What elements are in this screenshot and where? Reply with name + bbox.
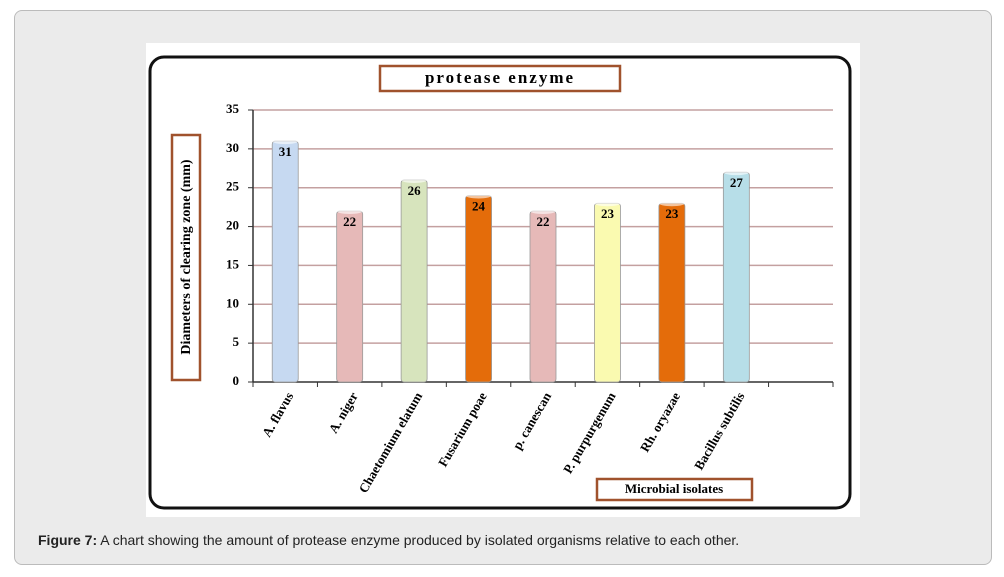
value-label: 23 (665, 206, 679, 221)
bar (594, 202, 621, 383)
bar (271, 140, 299, 383)
chart: protease enzyme Diameters of clearing zo… (146, 43, 860, 517)
bar-top (723, 169, 750, 176)
bar-top (465, 192, 492, 199)
y-tick-label: 30 (226, 140, 239, 155)
y-tick-label: 10 (226, 295, 239, 310)
bar-top (272, 138, 299, 145)
value-label: 26 (408, 183, 422, 198)
value-label: 31 (279, 144, 292, 159)
value-label: 22 (343, 214, 356, 229)
x-axis-label: Microbial isolates (625, 481, 723, 496)
bar (722, 171, 750, 383)
bar-top (594, 200, 621, 207)
bar-top (401, 176, 428, 183)
bar-top (530, 208, 556, 215)
y-tick-label: 5 (233, 334, 240, 349)
value-label: 27 (730, 175, 744, 190)
y-tick-label: 15 (226, 256, 240, 271)
bar (400, 179, 428, 383)
bar (465, 195, 492, 383)
bar (658, 202, 686, 383)
y-tick-label: 0 (233, 373, 240, 388)
chart-border (148, 55, 852, 510)
bar (529, 210, 557, 383)
value-label: 24 (472, 198, 486, 213)
bar-top (658, 200, 685, 207)
y-label-box (170, 133, 202, 382)
title-box (378, 64, 622, 93)
caption: Figure 7: A chart showing the amount of … (38, 532, 739, 548)
y-tick-label: 20 (226, 218, 239, 233)
value-label: 23 (601, 206, 615, 221)
bar (336, 210, 364, 383)
x-label-box (595, 477, 754, 502)
caption-text: A chart showing the amount of protease e… (100, 532, 740, 548)
y-axis-label: Diameters of clearing zone (mm) (179, 159, 194, 354)
chart-title: protease enzyme (425, 68, 575, 87)
bar-top (336, 208, 363, 215)
value-label: 22 (537, 214, 550, 229)
caption-label: Figure 7: (38, 532, 98, 548)
y-tick-label: 25 (226, 179, 240, 194)
y-tick-label: 35 (226, 101, 240, 116)
